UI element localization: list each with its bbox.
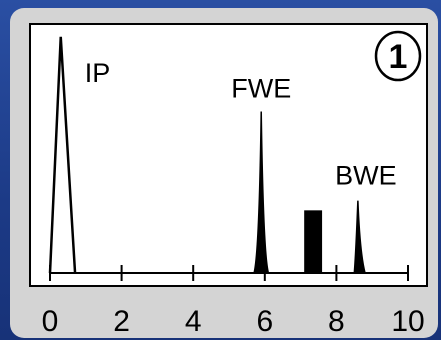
x-tick-label: 0 bbox=[42, 305, 59, 338]
x-ticks: 0 2 4 6 8 10 bbox=[42, 265, 425, 338]
peak-ip bbox=[48, 36, 77, 274]
peak-bar bbox=[304, 210, 323, 273]
peaks bbox=[48, 36, 367, 274]
badge-circle bbox=[374, 30, 422, 82]
x-tick-label: 4 bbox=[185, 305, 202, 338]
peak-label-bwe: BWE bbox=[335, 161, 397, 191]
chart-number-badge: 1 bbox=[374, 30, 422, 82]
peak-label-ip: IP bbox=[85, 58, 111, 88]
x-tick-label: 8 bbox=[328, 305, 345, 338]
badge-number: 1 bbox=[389, 38, 408, 76]
x-tick-label: 10 bbox=[391, 305, 424, 338]
peak-bwe bbox=[353, 200, 367, 274]
peak-labels: IP FWE BWE bbox=[85, 58, 397, 191]
x-tick-label: 6 bbox=[256, 305, 273, 338]
peak-fwe bbox=[253, 111, 270, 274]
x-tick-label: 2 bbox=[113, 305, 130, 338]
peak-label-fwe: FWE bbox=[231, 74, 291, 104]
